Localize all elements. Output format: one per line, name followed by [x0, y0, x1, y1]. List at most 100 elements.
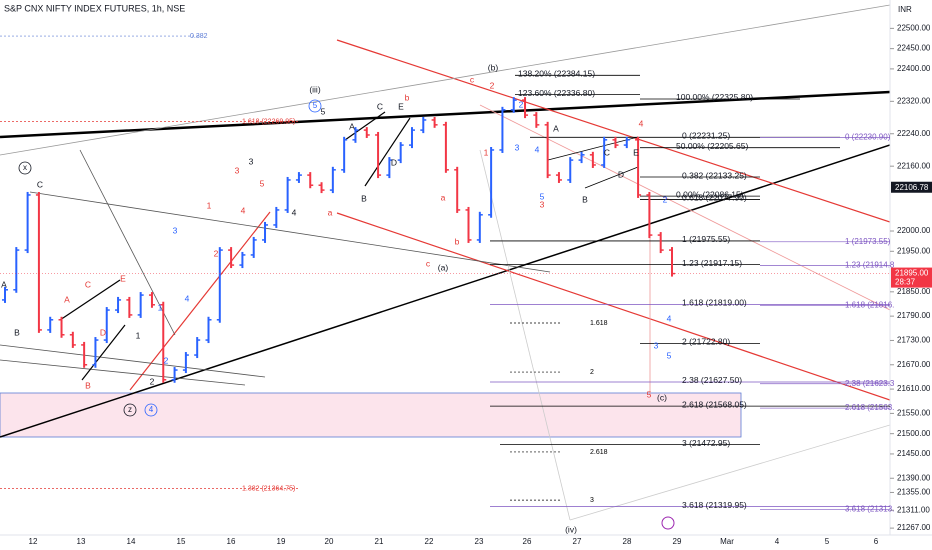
wave-label: 5 [667, 350, 672, 360]
wave-label: 4 [292, 207, 297, 217]
trend-line [0, 90, 891, 139]
ohlc-bar [103, 307, 110, 344]
fib-label: 1.618 (21819.00) [682, 298, 747, 308]
fib-label: 1 (21975.55) [682, 234, 730, 244]
wave-label: (iii) [309, 84, 320, 94]
wave-label: 3 [173, 225, 178, 235]
fib-label: 1.618 [590, 320, 608, 327]
wave-label: a [441, 192, 446, 202]
x-tick-label: 27 [573, 537, 582, 546]
ohlc-bar [657, 232, 664, 254]
trend-line [584, 166, 639, 189]
y-tick-label: 21390.00 [897, 473, 931, 482]
ohlc-bar [205, 316, 212, 344]
ohlc-bar [601, 136, 608, 168]
ohlc-bar [589, 151, 596, 168]
x-tick-label: 6 [874, 537, 879, 546]
ohlc-bar [499, 106, 506, 153]
x-tick-label: 4 [775, 537, 780, 546]
fib-label: 0 (22231.25) [682, 131, 730, 141]
wave-label: 2 [663, 194, 668, 204]
wave-label: E [633, 147, 639, 157]
event-icon[interactable] [661, 516, 675, 530]
wave-label: (c) [657, 392, 667, 402]
y-tick-label: 21450.00 [897, 449, 931, 458]
fib-label: 1.618 (21816. [845, 301, 894, 310]
wave-label: 3 [235, 165, 240, 175]
wave-label: B [582, 194, 588, 204]
ohlc-bar [92, 337, 99, 368]
fib-label: 3 (21472.95) [682, 438, 730, 448]
countdown: 28:37 [895, 278, 916, 287]
wave-label: c [470, 74, 475, 84]
wave-label: 5 [260, 178, 265, 188]
y-tick-label: 21730.00 [897, 336, 931, 345]
y-tick-label: 22450.00 [897, 44, 931, 53]
wave-label: 3 [515, 142, 520, 152]
y-tick-label: 21355.00 [897, 488, 931, 497]
fib-label: 1.618 (22269.95) [242, 118, 295, 125]
ohlc-bar [431, 116, 438, 128]
wave-label: 3 [654, 340, 659, 350]
ohlc-bar [454, 166, 461, 213]
ohlc-bar [148, 292, 155, 308]
ohlc-bar [578, 151, 585, 164]
wave-label: b [405, 92, 410, 102]
wave-label: D [391, 157, 397, 167]
x-tick-label: 21 [375, 537, 384, 546]
drawings [0, 4, 891, 521]
wave-label: 4 [535, 144, 540, 154]
fib-label: 138.20% (22384.15) [518, 69, 595, 79]
x-tick-label: 14 [127, 537, 136, 546]
y-tick-label: 22320.00 [897, 96, 931, 105]
trend-line [79, 149, 176, 336]
trend-line [0, 359, 246, 386]
wave-label: 4 [241, 205, 246, 215]
x-tick-label: 22 [425, 537, 434, 546]
ohlc-bar [397, 142, 404, 164]
fib-label: 123.60% (22336.80) [518, 88, 595, 98]
ohlc-bar [228, 247, 235, 269]
y-tick-label: 21550.00 [897, 409, 931, 418]
x-tick-label: 19 [277, 537, 286, 546]
ohlc-bar [555, 172, 562, 183]
wave-label: 3 [249, 156, 254, 166]
fib-label: 2.618 (21568.05) [682, 399, 747, 409]
wave-label: 4 [667, 313, 672, 323]
y-tick-label: 22160.00 [897, 161, 931, 170]
fib-label: 100.00% (22325.80) [676, 92, 753, 102]
wave-label: 4 [149, 405, 154, 414]
label-circle [308, 99, 322, 113]
fib-label: 3.618 (21313. [845, 505, 894, 514]
currency: INR [898, 5, 912, 14]
x-tick-label: 23 [475, 537, 484, 546]
ohlc-bar [194, 337, 201, 359]
wave-label: C [85, 279, 91, 289]
ohlc-bar [160, 301, 167, 383]
wave-label: (a) [438, 262, 449, 272]
channel-line [336, 212, 891, 401]
fib-label: 1 (21973.55) [845, 237, 891, 246]
wave-label: 1 [158, 302, 163, 312]
ohlc-bar [2, 286, 8, 303]
wave-label: B [14, 327, 20, 337]
ohlc-bar [363, 127, 370, 138]
ohlc-bar [47, 316, 54, 333]
y-tick-label: 21850.00 [897, 287, 931, 296]
wave-label: C [37, 179, 43, 189]
ohlc-bar [13, 247, 20, 293]
x-tick-label: 26 [523, 537, 532, 546]
x-tick-label: 16 [227, 537, 236, 546]
ohlc-bar [239, 251, 246, 269]
wave-label: A [349, 121, 355, 131]
ohlc-bar [137, 292, 144, 318]
ohlc-bar [544, 121, 551, 179]
wave-label: B [361, 193, 367, 203]
ohlc-bar [24, 191, 31, 254]
projection-line [569, 424, 891, 521]
wave-label: (iv) [565, 524, 577, 534]
trend-line [0, 344, 266, 378]
channel-line [336, 39, 891, 223]
wave-label: C [604, 147, 610, 157]
fib-label: 2 (21722.80) [682, 337, 730, 347]
